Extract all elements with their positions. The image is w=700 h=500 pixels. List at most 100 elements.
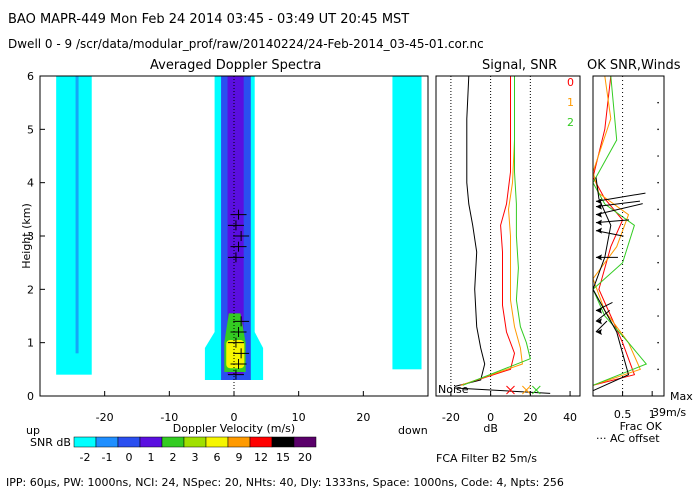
colorbar-swatch (183, 436, 207, 448)
ok-dot (657, 288, 659, 291)
wind-arrow-head (595, 219, 602, 226)
colorbar-tick-label: 12 (254, 451, 268, 464)
spectra-ytick-label: 2 (27, 283, 34, 296)
max-value: 39m/s (652, 406, 686, 419)
wind-arrow (595, 203, 643, 216)
fca-filter-label: FCA Filter B2 5m/s (436, 452, 537, 465)
spectra-xtick-label: 0 (231, 411, 238, 424)
ok-series-frac-1 (592, 75, 641, 386)
noise-marker (506, 385, 515, 395)
noise-marker (522, 385, 531, 395)
spectra-core-yellow (226, 340, 245, 369)
signal-legend-item: 1 (567, 96, 574, 109)
colorbar-tick-label: 0 (126, 451, 133, 464)
spectra-down-label: down (398, 424, 428, 437)
colorbar-tick-label: 2 (170, 451, 177, 464)
signal-xtick-label: 20 (523, 411, 537, 424)
colorbar-swatch (117, 436, 141, 448)
spectra-band-right (392, 76, 422, 370)
signal-frame (435, 75, 581, 397)
signal-xlabel: dB (483, 422, 498, 435)
ok-dot (657, 128, 659, 131)
ok-dot (657, 155, 659, 157)
signal-legend-item: 0 (567, 76, 574, 89)
spectra-ytick-label: 1 (27, 337, 34, 350)
spectra-xlabel: Doppler Velocity (m/s) (173, 422, 295, 435)
frac-ok-label: Frac OK (620, 420, 663, 433)
wind-arrow (595, 200, 641, 208)
colorbar-tick-label: 3 (192, 451, 199, 464)
spectra-band-left-stripe (75, 76, 79, 354)
ok-dot (657, 341, 659, 344)
colorbar-tick-label: 1 (148, 451, 155, 464)
spectra-xtick-label: -10 (160, 411, 178, 424)
colorbar-swatch (293, 436, 317, 448)
signal-xtick-label: -20 (442, 411, 460, 424)
spectra-ytick-label: 4 (27, 177, 34, 190)
spectra-ytick-label: 5 (27, 123, 34, 136)
signal-title: Signal, SNR (482, 58, 558, 73)
ok-dot (657, 261, 659, 264)
noise-label: Noise (438, 383, 469, 396)
wind-arrow (595, 320, 608, 333)
wind-arrow (595, 309, 611, 322)
spectra-ytick-label: 0 (27, 390, 34, 403)
ok-dot (657, 315, 659, 317)
colorbar-tick-label: 20 (298, 451, 312, 464)
spectra-ylabel: Height (km) (20, 203, 33, 269)
spectra-ytick-label: 6 (27, 70, 34, 83)
spectra-up-label: up (26, 424, 40, 437)
colorbar-tick-label: -2 (80, 451, 91, 464)
colorbar-swatch (271, 436, 295, 448)
ac-offset-label: ··· AC offset (596, 432, 660, 445)
wind-arrow-head (595, 329, 602, 335)
colorbar-swatch (249, 436, 273, 448)
wind-arrow-head (595, 318, 602, 325)
signal-series-signal (454, 75, 486, 387)
ok-dot (657, 208, 659, 211)
wind-arrow-head (595, 254, 602, 261)
spectra-xtick-label: 10 (292, 411, 306, 424)
header-title: BAO MAPR-449 Mon Feb 24 2014 03:45 - 03:… (8, 12, 410, 27)
max-label: Max (670, 390, 693, 403)
colorbar-tick-label: 6 (214, 451, 221, 464)
ok-dot (657, 368, 659, 371)
colorbar-tick-label: -1 (102, 451, 113, 464)
header-dwell-path: Dwell 0 - 9 /scr/data/modular_prof/raw/2… (8, 37, 484, 51)
wind-arrow-head (595, 211, 602, 218)
wind-arrow (595, 219, 629, 224)
signal-xtick-label: 0 (487, 411, 494, 424)
spectra-band-left (56, 76, 92, 375)
wind-arrow-head (595, 198, 602, 205)
signal-series-snr-0 (460, 76, 516, 386)
ok-dot (657, 181, 659, 184)
ok-winds-title: OK SNR,Winds (587, 58, 681, 73)
colorbar-tick-label: 15 (276, 451, 290, 464)
ok-frame (592, 75, 665, 397)
signal-legend-item: 2 (567, 116, 574, 129)
ok-dot (657, 101, 659, 104)
colorbar-label: SNR dB (30, 436, 71, 449)
signal-series-snr-2 (462, 76, 531, 386)
colorbar-swatch (95, 436, 119, 448)
wind-arrow-head (595, 227, 602, 234)
spectra-xtick-label: 20 (356, 411, 370, 424)
colorbar-swatch (73, 436, 97, 448)
colorbar-swatch (205, 436, 229, 448)
colorbar-swatch (161, 436, 185, 448)
wind-arrow (595, 192, 646, 202)
noise-marker (531, 385, 541, 395)
ok-dot (657, 235, 659, 237)
signal-xtick-label: 40 (563, 411, 577, 424)
footer-params: IPP: 60µs, PW: 1000ns, NCI: 24, NSpec: 2… (6, 476, 564, 489)
colorbar-tick-label: 9 (236, 451, 243, 464)
colorbar-swatch (139, 436, 163, 448)
spectra-xtick-label: -20 (96, 411, 114, 424)
spectra-title: Averaged Doppler Spectra (150, 58, 322, 73)
wind-arrow-head (595, 307, 602, 314)
ok-xtick-label: 1 (649, 408, 656, 421)
ok-series-frac-2 (592, 75, 648, 386)
spectra-ytick-label: 3 (27, 230, 34, 243)
colorbar-swatch (227, 436, 251, 448)
